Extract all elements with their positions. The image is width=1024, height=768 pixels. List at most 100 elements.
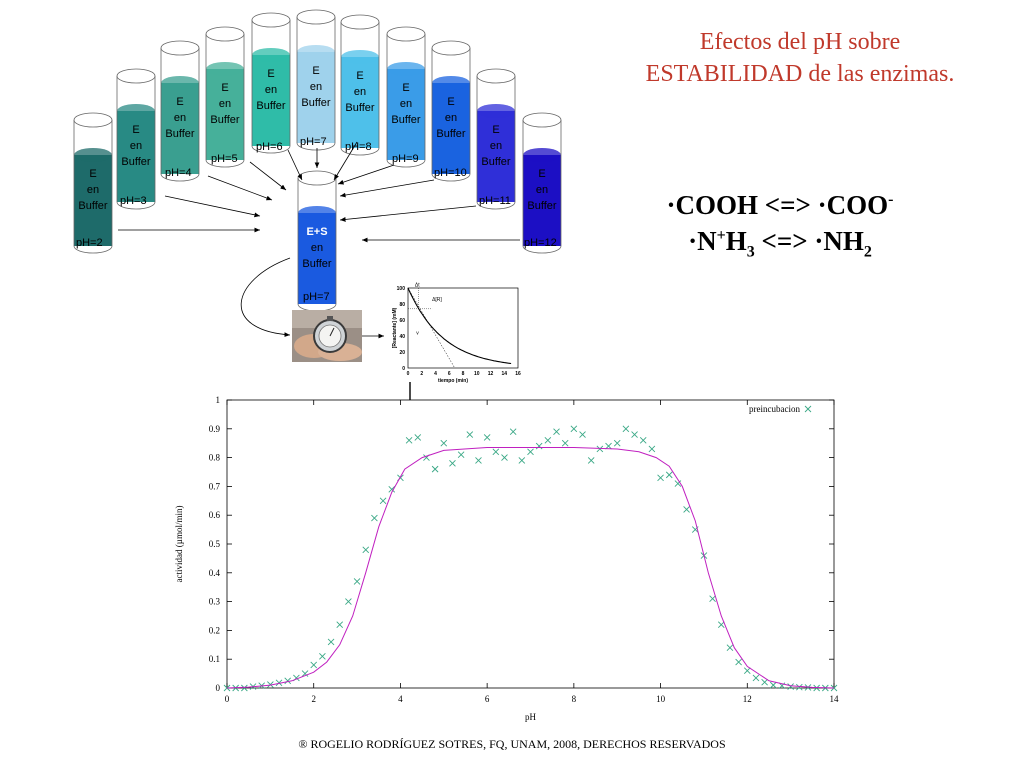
tube-label-line: Buffer [256,100,285,112]
data-point [613,439,621,447]
tube-label-line: Buffer [78,200,107,212]
data-point-stroke [657,474,664,482]
y-tick-label: 0.3 [209,597,221,607]
tube-liquid-surface [298,206,336,220]
carboxyl-equilibrium-text: ·COOH <=> ·COO [666,190,889,220]
tube-label-line: Buffer [481,156,510,168]
tube-buffer-fill [523,155,561,246]
y-tick-label: 0.1 [209,654,220,664]
data-point-stroke [561,439,569,447]
data-point [665,471,673,479]
tube-label-line: en [354,86,366,98]
test-tube: Een Buffer pH=12 [522,112,562,254]
data-point-stroke [319,653,326,660]
tube-rim [116,68,156,84]
data-point-stroke [622,425,630,433]
small-plot-xtick: 0 [407,371,410,377]
small-plot-xlabel: tiempo (min) [438,378,468,384]
tube-rim [205,26,245,42]
data-point [362,546,370,554]
data-point-stroke [431,465,439,473]
data-point [241,684,248,692]
data-point-stroke [674,480,682,487]
data-point-stroke [605,442,612,450]
data-point-stroke [275,679,283,687]
tube-label-line: E [176,96,183,108]
data-point [553,428,560,435]
data-point-stroke [501,454,508,461]
data-point-stroke [613,439,621,447]
test-tube: Een Buffer pH=3 [116,68,156,210]
tube-ph-label: pH=4 [165,167,192,179]
small-plot-initial-slope [407,287,455,369]
tube-label-line: Buffer [121,156,150,168]
data-point [275,679,283,687]
tube-wall [522,120,562,254]
data-point [336,621,344,628]
data-point-stroke [631,431,638,438]
y-tick-label: 0 [216,683,221,693]
data-point [267,681,274,688]
slide-title: Efectos del pH sobre ESTABILIDAD de las … [590,26,1010,90]
small-plot-ytick: 40 [399,334,405,340]
data-point [622,425,630,433]
tube-label-line: Buffer [527,200,556,212]
test-tube: Een Buffer pH=11 [476,68,516,210]
data-point [327,638,335,646]
tube-liquid-surface [117,104,155,118]
tube-liquid-surface [387,62,425,76]
y-tick-label: 0.2 [209,625,220,635]
tube-label-line: en [174,112,186,124]
tube-buffer-fill [432,83,470,174]
small-plot-ytick: 80 [399,302,405,308]
data-point-stroke [457,451,465,459]
data-point-stroke [353,578,361,585]
data-point-stroke [761,678,768,686]
tube-label-line: E [402,82,409,94]
tube-rim [297,170,337,186]
data-point [457,451,465,459]
data-point-stroke [466,431,474,438]
data-point-stroke [544,437,552,444]
reactant-decay-plot: 100 80 60 40 20 00 2 4 6 8 10 12 14 16 Δt Δ[R] v [Reactan… [392,282,521,384]
small-plot-xtick: 2 [420,371,423,377]
data-point-stroke [301,670,309,677]
data-point [752,674,760,682]
test-tube: Een Buffer pH=4 [160,40,200,182]
data-point [674,480,682,487]
small-plot-frame [407,287,519,369]
tube-liquid-surface [432,76,470,90]
data-point-stroke [787,683,794,690]
data-point [761,678,768,686]
data-point [527,448,534,456]
test-tube: Een Buffer pH=5 [205,26,245,168]
buffer-tubes: EenBufferpH=2EenBufferpH=3EenBufferpH=4E… [73,9,562,312]
amino-nh2-subscript: 2 [863,243,872,261]
tube-label-line: Buffer [391,114,420,126]
data-point [301,670,309,677]
tube-ph-label: pH=7 [303,291,330,303]
data-point-stroke [509,428,517,435]
data-point [787,683,794,690]
data-point-stroke [483,434,491,441]
tube-label-line: en [445,112,457,124]
x-tick-label: 2 [311,694,316,704]
small-plot-v-label: v [416,330,419,336]
data-point-stroke [379,497,387,505]
tube-label-line: en [265,84,277,96]
data-point [284,677,292,685]
tube-label-line: E [221,82,228,94]
activity-vs-ph-chart: 00.10.20.30.40.50.60.70.80.910 2 4 6 8 10 12 14… [174,395,839,722]
data-point [561,439,569,447]
data-point [483,434,491,441]
tube-rim [296,9,336,25]
stopwatch-photo [292,310,362,362]
tube-buffer-fill [161,83,199,174]
data-point [587,457,595,464]
tube-wall [431,48,471,182]
small-plot-xtick: 10 [474,371,480,377]
data-point-stroke [310,661,318,669]
amino-charge: + [716,227,726,244]
tube-wall [251,20,291,154]
small-plot-dr-label: Δ[R] [432,297,442,303]
